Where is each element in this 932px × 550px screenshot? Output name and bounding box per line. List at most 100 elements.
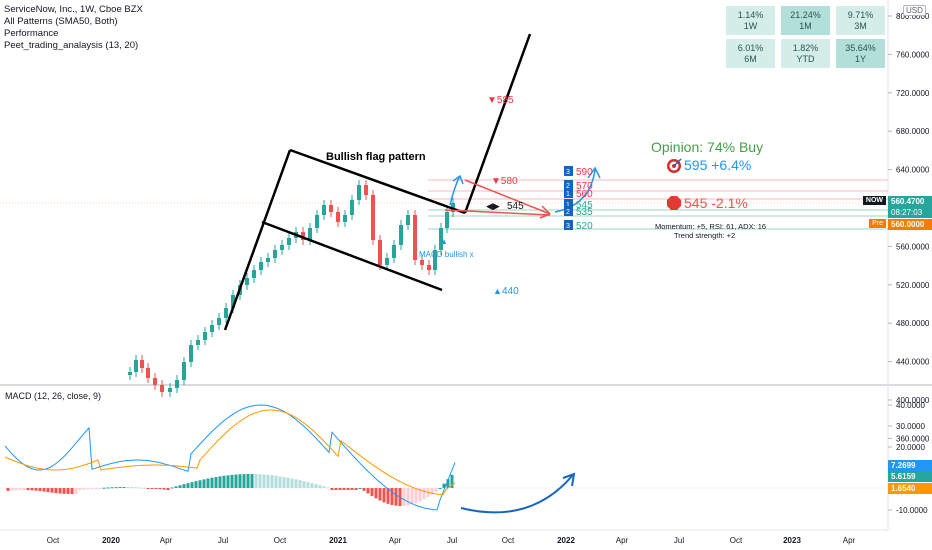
histogram-bar xyxy=(302,481,306,488)
histogram-bar xyxy=(334,488,338,490)
histogram-bar xyxy=(6,488,10,491)
histogram-bar xyxy=(182,484,186,488)
histogram-bar xyxy=(74,488,78,494)
candle-body xyxy=(427,265,431,270)
candle-body xyxy=(350,200,354,215)
histogram-bar xyxy=(70,488,74,494)
macd-title[interactable]: MACD (12, 26, close, 9) xyxy=(5,391,101,401)
histogram-bar xyxy=(298,480,302,488)
time-axis[interactable]: Oct 2020 Apr Jul Oct 2021 Apr Jul Oct 2022 Apr Jul O… xyxy=(47,536,856,545)
candle-body xyxy=(392,245,396,258)
level-rank-box xyxy=(564,220,573,230)
price-tick-label: 560.0000 xyxy=(896,242,930,251)
candle-body xyxy=(343,215,347,222)
symbol-badge: NOW xyxy=(862,196,886,205)
countdown-badge: 08:27:03 xyxy=(888,207,932,218)
histogram-bar xyxy=(46,488,50,493)
symbol-title[interactable]: ServiceNow, Inc., 1W, Cboe BZX xyxy=(4,4,143,15)
price-tick-label: 640.0000 xyxy=(896,166,930,175)
candle-body xyxy=(273,250,277,258)
candle-body xyxy=(245,278,249,285)
histogram-bar xyxy=(94,488,98,489)
candlestick-series xyxy=(128,180,455,397)
price-tick-label: 680.0000 xyxy=(896,127,930,136)
histogram-bar xyxy=(22,488,26,491)
histogram-bar xyxy=(122,487,126,488)
histogram-bar xyxy=(286,477,290,488)
candle-body xyxy=(315,215,319,228)
histogram-bar xyxy=(238,474,242,488)
histogram-bar xyxy=(154,488,158,489)
candle-body xyxy=(329,205,333,212)
histogram-bar xyxy=(62,488,66,494)
histogram-bar xyxy=(374,488,378,499)
level-rank-box xyxy=(564,206,573,216)
perf-cell-3m: 9.71% 3M xyxy=(836,6,885,35)
time-tick-label: Oct xyxy=(502,536,515,545)
histogram-bar xyxy=(166,488,170,491)
histogram-bar xyxy=(210,477,214,488)
histogram-bar xyxy=(254,474,258,488)
histogram-bar xyxy=(26,488,30,491)
histogram-bar xyxy=(106,487,110,489)
price-tick-label: 720.0000 xyxy=(896,89,930,98)
signal-line xyxy=(4,409,456,496)
flagpole-line xyxy=(223,149,292,331)
histogram-bar xyxy=(282,476,286,488)
currency-label[interactable]: USD xyxy=(903,5,926,16)
time-tick-label: Jul xyxy=(674,536,684,545)
histogram-bar xyxy=(34,488,38,491)
price-tick-label: 520.0000 xyxy=(896,281,930,290)
chart-legend: ServiceNow, Inc., 1W, Cboe BZX All Patte… xyxy=(4,4,143,52)
projection-arrow xyxy=(460,475,573,514)
price-tick-label: 800.0000 xyxy=(896,12,930,21)
candle-body xyxy=(280,245,284,250)
histogram-bar xyxy=(50,488,54,493)
histogram-bar xyxy=(342,488,346,490)
histogram-bar xyxy=(270,475,274,488)
last-price-badge: 560.4700 xyxy=(888,196,932,207)
level-rank: 2 xyxy=(566,183,570,190)
histogram-bar xyxy=(158,488,162,490)
histogram-bar xyxy=(234,474,238,488)
histogram-bar xyxy=(38,488,42,492)
histogram-bar xyxy=(14,488,18,491)
histogram-bar xyxy=(422,488,426,500)
histogram-bar xyxy=(30,488,34,491)
time-tick-label: Oct xyxy=(274,536,287,545)
histogram-bar xyxy=(358,488,362,489)
perf-cell-1m: 21.24% 1M xyxy=(781,6,830,35)
candle-body xyxy=(203,332,207,340)
candle-body xyxy=(259,262,263,270)
histogram-bar xyxy=(310,483,314,488)
histogram-bar xyxy=(350,488,354,490)
histogram-bar xyxy=(410,488,414,505)
histogram-bar xyxy=(246,474,250,488)
indicator-peet[interactable]: Peet_trading_analaysis (13, 20) xyxy=(4,40,139,51)
indicator-performance[interactable]: Performance xyxy=(4,28,59,39)
macd-tick-label: 40.0000 xyxy=(896,401,925,410)
level-rank: 3 xyxy=(566,169,570,176)
histogram-bar xyxy=(102,487,106,489)
histogram-bar xyxy=(434,488,438,492)
flag-pattern-drawing[interactable] xyxy=(223,33,532,331)
macd-line xyxy=(4,404,456,511)
histogram-bar xyxy=(190,482,194,488)
indicator-all-patterns[interactable]: All Patterns (SMA50, Both) xyxy=(4,16,118,27)
time-tick-label: 2021 xyxy=(329,536,347,545)
histogram-bar xyxy=(42,488,46,492)
candle-body xyxy=(439,228,443,250)
pattern-arrows xyxy=(444,166,601,219)
candle-body xyxy=(357,185,361,200)
histogram-bar xyxy=(66,488,70,494)
histogram-bar xyxy=(346,488,350,490)
time-tick-label: Apr xyxy=(389,536,402,545)
histogram-bar xyxy=(446,479,450,488)
perf-cell-6m: 6.01% 6M xyxy=(726,39,775,68)
level-rank: 1 xyxy=(566,191,570,198)
macd-value-badge: 7.2699 xyxy=(888,460,932,471)
price-tick-label: 440.0000 xyxy=(896,358,930,367)
candle-body xyxy=(175,380,179,388)
